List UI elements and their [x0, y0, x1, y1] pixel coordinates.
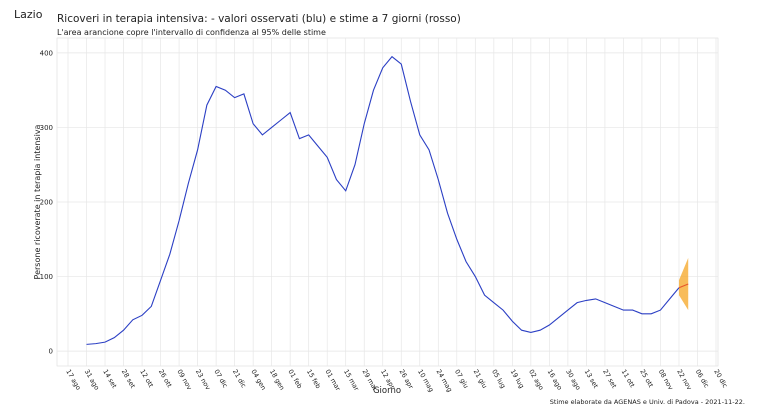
line: [678, 283, 689, 289]
x-tick-label: 12 ott: [138, 368, 155, 389]
y-tick-label: 400: [40, 49, 53, 57]
y-tick-label: 200: [40, 199, 53, 207]
x-tick-label: 25 ott: [638, 368, 655, 389]
x-tick-label: 06 dic: [694, 368, 711, 390]
x-tick-label: 14 set: [101, 368, 118, 390]
y-tick-label: 100: [40, 273, 53, 281]
x-tick-label: 09 nov: [175, 368, 193, 391]
y-axis-label: Persone ricoverate in terapia intensiva: [33, 124, 42, 279]
chart-subtitle: L'area arancione copre l'intervallo di c…: [57, 28, 326, 37]
x-tick-label: 15 feb: [305, 368, 322, 390]
x-tick-label: 23 nov: [194, 368, 212, 391]
x-tick-label: 21 dic: [231, 368, 248, 390]
x-tick-label: 05 lug: [490, 368, 507, 390]
x-tick-label: 01 mar: [323, 368, 342, 392]
x-tick-label: 21 giu: [472, 368, 489, 390]
y-tick-label: 0: [49, 348, 53, 356]
x-tick-label: 19 lug: [509, 368, 526, 390]
x-tick-label: 29 mar: [360, 368, 379, 392]
x-tick-label: 01 feb: [286, 368, 303, 390]
line: [86, 55, 680, 345]
x-tick-label: 31 ago: [83, 368, 101, 391]
confidence-band: [678, 257, 689, 311]
x-tick-label: 13 set: [583, 368, 600, 390]
x-axis-label: Giorno: [373, 386, 401, 396]
x-tick-label: 18 gen: [268, 368, 286, 392]
x-tick-label: 15 mar: [342, 368, 361, 392]
y-tick-label: 300: [40, 124, 53, 132]
x-tick-label: 07 giu: [453, 368, 470, 390]
x-tick-label: 16 ago: [546, 368, 564, 391]
x-tick-label: 07 dic: [212, 368, 229, 390]
x-tick-label: 11 ott: [620, 368, 637, 389]
x-tick-label: 04 gen: [249, 368, 267, 392]
chart-title: Ricoveri in terapia intensiva: - valori …: [57, 13, 461, 25]
region-title: Lazio: [14, 8, 43, 21]
x-tick-label: 20 dic: [712, 368, 729, 390]
x-tick-label: 26 ott: [157, 368, 174, 389]
x-tick-label: 08 nov: [657, 368, 675, 391]
x-tick-label: 27 set: [601, 368, 618, 390]
x-tick-label: 10 mag: [416, 368, 435, 393]
x-tick-label: 30 ago: [564, 368, 582, 391]
caption: Stime elaborate da AGENAS e Univ. di Pad…: [550, 398, 745, 406]
x-tick-label: 02 ago: [527, 368, 545, 391]
x-tick-label: 28 set: [120, 368, 137, 390]
x-tick-label: 22 nov: [675, 368, 693, 391]
x-tick-label: 17 ago: [64, 368, 82, 391]
x-tick-label: 24 mag: [435, 368, 454, 393]
